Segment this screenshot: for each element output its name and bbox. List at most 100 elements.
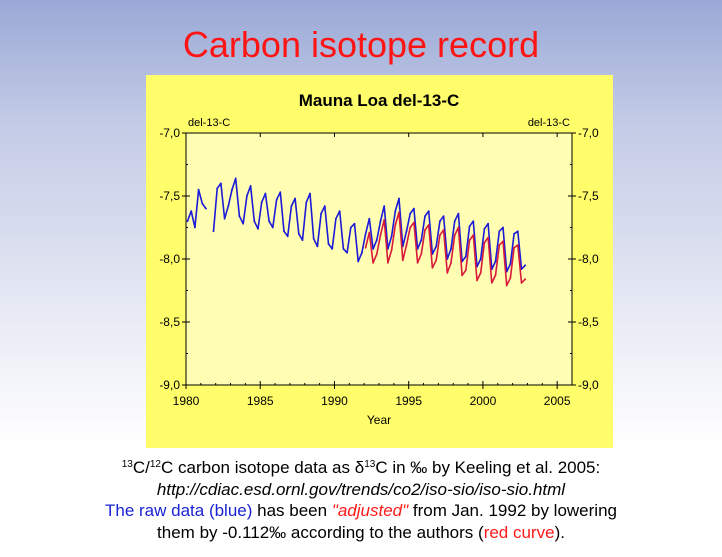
caption-sup: 13 [364,459,376,470]
data-point-raw [309,192,311,195]
data-point-raw [424,215,426,218]
caption-text: C/ [132,458,150,477]
data-point-raw [498,230,501,233]
caption-text: from Jan. 1992 by lowering [408,501,617,520]
caption-line-1: 13C/12C carbon isotope data as δ13C in ‰… [60,457,662,479]
data-point-raw [390,235,393,238]
data-point-raw [290,205,293,208]
series-adjusted [364,211,527,287]
data-point-raw [439,220,441,223]
data-point-raw [220,182,222,185]
data-point-raw [271,226,274,229]
data-point-raw [227,205,230,208]
data-point-adjusted [375,253,378,255]
data-point-raw [190,210,193,213]
data-point-raw [264,192,267,195]
data-point-adjusted [502,240,504,243]
data-point-raw [205,207,207,210]
data-point-adjusted [479,272,482,274]
data-point-raw [316,245,319,248]
data-point-adjusted [513,246,515,249]
data-point-raw [502,226,504,229]
data-point-raw [472,220,475,223]
data-point-adjusted [461,274,463,277]
caption-text: ). [554,522,565,542]
caption-text: them by -0.112‰ according to the authors… [157,522,484,542]
data-point-adjusted [387,261,389,264]
data-point-adjusted [416,261,419,264]
data-point-adjusted [476,279,478,282]
caption-text: has been [252,501,332,520]
data-point-raw [520,268,523,270]
data-point-raw [379,220,382,223]
data-point-adjusted [498,244,501,247]
data-point-adjusted [405,244,408,247]
data-point-raw [294,197,296,200]
data-point-raw [435,245,438,248]
data-point-adjusted [442,229,445,231]
x-tick-label: 1980 [173,394,200,408]
data-point-raw [357,260,360,263]
data-point-raw [342,248,345,250]
data-point-raw [249,185,252,187]
data-point-raw [361,251,363,254]
data-point-adjusted [364,246,367,249]
data-point-raw [234,177,237,180]
data-point-adjusted [413,221,415,224]
y-tick-label-left: -7,0 [159,126,180,140]
data-point-raw [457,212,460,215]
caption-text: C in ‰ by Keeling et al. 2005: [375,458,601,477]
data-point-raw [212,230,215,233]
data-point-adjusted [394,224,397,226]
series-raw [186,177,527,273]
data-point-raw [338,210,341,213]
caption: 13C/12C carbon isotope data as δ13C in ‰… [60,457,662,543]
x-tick-label: 1995 [395,394,422,408]
data-point-adjusted [431,266,434,269]
data-point-raw [253,220,256,223]
x-tick-label: 1985 [247,394,274,408]
data-point-raw [323,205,326,208]
data-point-adjusted [453,234,456,237]
plot-area [186,133,572,385]
slide-title: Carbon isotope record [182,24,540,65]
data-point-raw [383,205,386,208]
y-tick-label-right: -8,0 [578,252,599,266]
data-point-raw [297,232,300,235]
data-point-raw [349,226,352,229]
data-point-raw [246,195,248,197]
data-point-raw [312,237,315,240]
source-url: http://cdiac.esd.ornl.gov/trends/co2/iso… [156,479,566,499]
data-point-raw [364,232,367,235]
y-tick-label-left: -7,5 [159,189,180,203]
data-point-raw [453,220,456,223]
adjusted-note: "adjusted" [331,501,409,520]
chart-svg: Mauna Loa del-13-C del-13-C del-13-C Yea… [159,91,599,427]
data-point-raw [513,232,515,235]
y-tick-label-right: -9,0 [578,378,599,392]
axes: -7,0 -7,0 -7,5 -7,5 -8,0 -8,0 -8,5 -8,5 -9,0 -9,0… [159,126,599,408]
caption-text: C carbon isotope data as δ [161,458,365,477]
data-point-adjusted [468,239,471,242]
data-point-raw [375,239,378,242]
y-tick-label-left: -8,5 [159,315,180,329]
data-point-adjusted [368,231,371,234]
x-tick-label: 2005 [544,394,571,408]
data-point-raw [483,227,486,230]
data-point-raw [427,210,430,213]
x-tick-label: 1990 [321,394,348,408]
data-point-adjusted [372,261,374,264]
x-tick-label: 2000 [470,394,497,408]
chart-panel: Mauna Loa del-13-C del-13-C del-13-C Yea… [146,75,613,448]
data-point-raw [286,235,289,238]
data-point-raw [479,258,482,260]
data-point-raw [197,188,200,191]
x-axis-label: Year [367,413,391,427]
data-point-adjusted [487,236,489,239]
data-point-raw [464,255,467,258]
data-point-raw [260,201,263,204]
data-point-raw [516,230,519,233]
data-point-adjusted [505,284,508,287]
data-point-raw [346,251,348,254]
data-point-adjusted [524,278,527,281]
